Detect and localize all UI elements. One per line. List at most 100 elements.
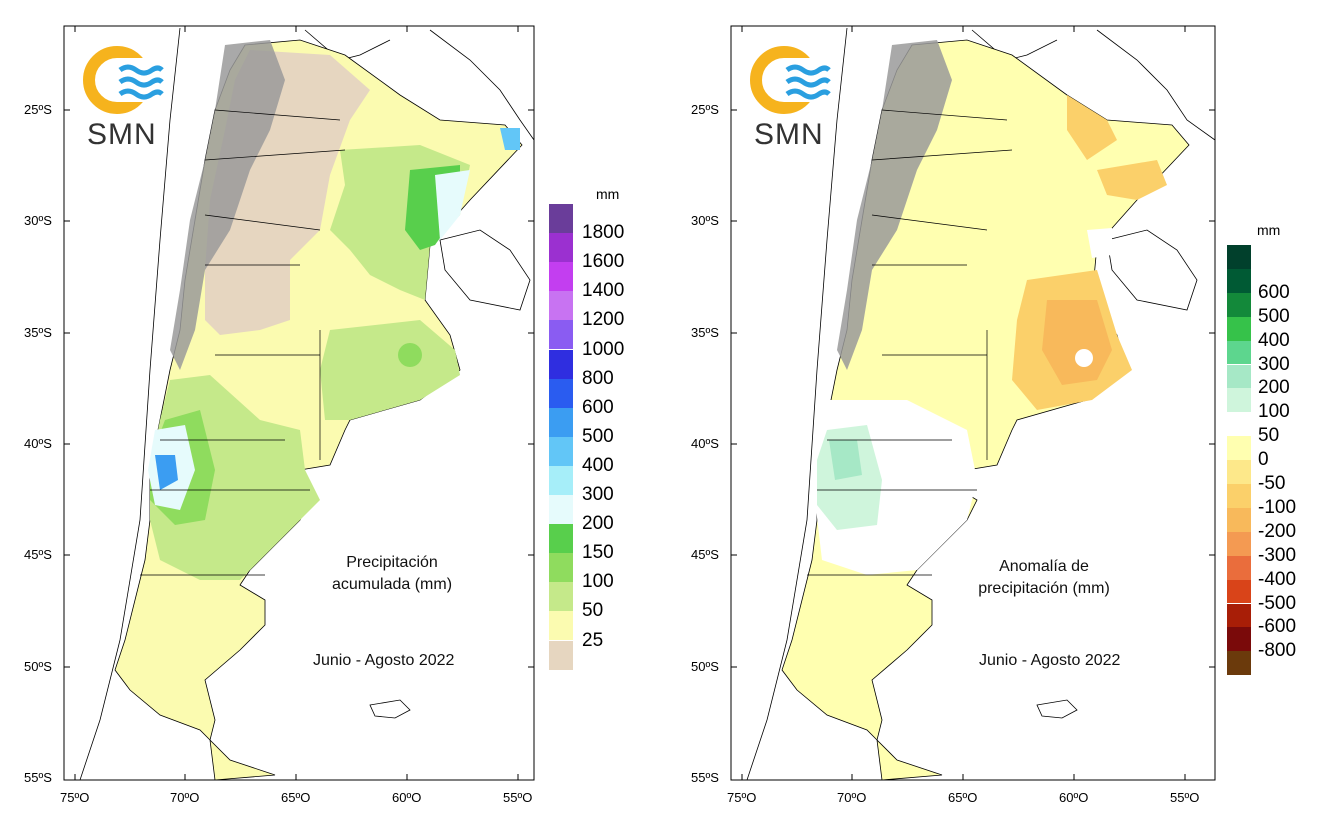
border-bolivia bbox=[304, 29, 391, 61]
buenos-aires-core bbox=[398, 343, 422, 367]
province-borders bbox=[140, 109, 346, 576]
legend-label: -800 bbox=[1258, 640, 1297, 662]
legend-swatch bbox=[1227, 603, 1251, 628]
legend-swatch bbox=[549, 611, 573, 641]
anomaly-title-line1: Anomalía de bbox=[999, 558, 1089, 575]
legend-label: 1000 bbox=[582, 338, 625, 360]
smn-logo-text: SMN bbox=[754, 118, 824, 151]
andes-relief bbox=[170, 40, 285, 370]
province-borders bbox=[807, 109, 1013, 576]
anomaly-neutral-ne bbox=[1087, 228, 1112, 258]
legend-label: 0 bbox=[1258, 449, 1269, 471]
malvinas-islands bbox=[369, 699, 411, 719]
legend-swatch bbox=[549, 495, 573, 525]
legend-swatch bbox=[1227, 484, 1251, 508]
legend-swatch bbox=[1227, 436, 1251, 461]
precip-title: Precipitación acumulada (mm) bbox=[297, 552, 487, 596]
border-bolivia bbox=[971, 29, 1058, 61]
legend-label: 600 bbox=[1258, 281, 1290, 303]
lon-label-55: 55ºO bbox=[1170, 790, 1200, 805]
legend-label: 100 bbox=[582, 571, 614, 593]
legend-swatch bbox=[1227, 268, 1251, 293]
lat-label-30: 30ºS bbox=[24, 213, 52, 228]
legend-swatch bbox=[549, 378, 573, 408]
legend-swatch bbox=[549, 349, 573, 379]
legend-label: -100 bbox=[1258, 496, 1297, 518]
legend-swatch bbox=[1227, 245, 1251, 269]
legend-swatch bbox=[1227, 340, 1251, 365]
legend-label: 300 bbox=[582, 484, 614, 505]
legend-swatch bbox=[1227, 412, 1251, 437]
border-paraguay-brazil bbox=[429, 29, 535, 141]
buenos-aires-region bbox=[320, 320, 460, 420]
lon-label-55: 55ºO bbox=[503, 790, 533, 805]
legend-label: 1600 bbox=[582, 251, 625, 273]
legend-label: 1800 bbox=[582, 222, 625, 244]
legend-swatch bbox=[549, 320, 573, 350]
lon-label-75: 75ºO bbox=[727, 790, 757, 805]
legend-label: -400 bbox=[1258, 568, 1297, 590]
axis-ticks bbox=[731, 26, 1215, 780]
anomaly-legend-unit: mm bbox=[1257, 222, 1281, 238]
legend-swatch bbox=[549, 640, 573, 670]
legend-label: 1400 bbox=[582, 280, 625, 302]
legend-swatch bbox=[549, 262, 573, 292]
legend-swatch bbox=[549, 465, 573, 495]
lat-label-25: 25ºS bbox=[24, 102, 52, 117]
precip-legend-unit: mm bbox=[596, 186, 620, 202]
legend-swatch bbox=[549, 582, 573, 612]
legend-label: -600 bbox=[1258, 616, 1297, 638]
malvinas-islands bbox=[1036, 699, 1078, 719]
lat-label-55: 55ºS bbox=[24, 770, 52, 785]
lon-label-60: 60ºO bbox=[392, 790, 422, 805]
legend-swatch bbox=[1227, 507, 1251, 532]
legend-label: 25 bbox=[582, 629, 604, 651]
andes-relief bbox=[837, 40, 952, 370]
anomaly-period: Junio - Agosto 2022 bbox=[979, 652, 1121, 669]
legend-swatch bbox=[1227, 531, 1251, 556]
legend-label: 600 bbox=[582, 396, 614, 418]
lat-label-35: 35ºS bbox=[24, 325, 52, 340]
anomaly-deficit-north bbox=[1067, 95, 1117, 160]
lon-label-60: 60ºO bbox=[1059, 790, 1089, 805]
precip-title-line1: Precipitación bbox=[346, 554, 438, 571]
legend-swatch bbox=[549, 407, 573, 437]
lat-label-50: 50ºS bbox=[24, 659, 52, 674]
lon-label-65: 65ºO bbox=[948, 790, 978, 805]
legend-swatch bbox=[1227, 627, 1251, 652]
legend-label: 800 bbox=[582, 367, 614, 389]
precipitation-map-panel: SMN 25ºS 30ºS 35ºS 40ºS 45ºS 50ºS 55ºS 7… bbox=[24, 25, 625, 805]
border-paraguay-brazil bbox=[1096, 29, 1216, 141]
legend-label: -50 bbox=[1258, 473, 1286, 494]
uruguay-outline bbox=[439, 229, 531, 311]
legend-label: 200 bbox=[582, 513, 614, 535]
chile-coastline bbox=[746, 27, 848, 781]
legend-swatch bbox=[1227, 364, 1251, 389]
lon-label-70: 70ºO bbox=[170, 790, 200, 805]
legend-label: 100 bbox=[1258, 401, 1290, 423]
legend-label: -300 bbox=[1258, 544, 1297, 566]
smn-logo-text: SMN bbox=[87, 118, 157, 151]
lat-label-45: 45ºS bbox=[691, 547, 719, 562]
precipitation-map bbox=[63, 25, 535, 781]
anomaly-title-line2: precipitación (mm) bbox=[978, 580, 1110, 597]
lat-label-30: 30ºS bbox=[691, 213, 719, 228]
uruguay-outline bbox=[1106, 229, 1198, 311]
anomaly-title: Anomalía de precipitación (mm) bbox=[949, 556, 1139, 600]
legend-label: -500 bbox=[1258, 592, 1297, 614]
anomaly-excess-core bbox=[829, 440, 862, 480]
anomaly-map-panel: SMN 25ºS 30ºS 35ºS 40ºS 45ºS 50ºS 55ºS 7… bbox=[667, 0, 1330, 836]
legend-swatch bbox=[1227, 579, 1251, 604]
legend-label: 400 bbox=[582, 454, 614, 476]
chile-coastline bbox=[79, 27, 181, 781]
legend-swatch bbox=[1227, 555, 1251, 580]
legend-swatch bbox=[1227, 460, 1251, 484]
precip-period: Junio - Agosto 2022 bbox=[313, 652, 455, 669]
legend-label: 50 bbox=[582, 600, 604, 622]
legend-swatch bbox=[549, 524, 573, 554]
legend-swatch bbox=[549, 553, 573, 583]
lon-label-75: 75ºO bbox=[60, 790, 90, 805]
legend-swatch bbox=[549, 233, 573, 263]
legend-swatch bbox=[1227, 388, 1251, 413]
legend-label: 1200 bbox=[582, 309, 625, 331]
